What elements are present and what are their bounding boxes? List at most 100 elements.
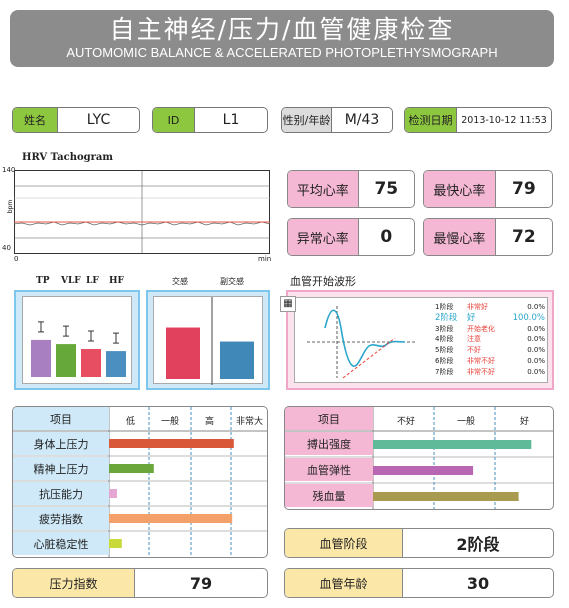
hrv-bar-panel xyxy=(14,290,140,390)
id-value: L1 xyxy=(222,112,240,128)
sympathetic-bar xyxy=(166,327,200,379)
stage-percent: 0.0% xyxy=(527,303,545,311)
tachogram-xmin: 0 xyxy=(14,255,19,263)
stage-label: 3阶段 xyxy=(435,324,454,333)
stage-row-7: 7阶段 非常不好 0.0% xyxy=(435,367,545,378)
date-label: 检测日期 xyxy=(405,108,457,132)
bar-label-vlf: VLF xyxy=(61,276,81,286)
name-box: 姓名 LYC xyxy=(12,107,140,133)
hrv-bar-0 xyxy=(31,339,51,377)
parasympathetic-bar xyxy=(220,341,254,379)
waveform-title: 血管开始波形 xyxy=(290,275,356,288)
vessel-row-label-1: 血管弹性 xyxy=(285,458,373,481)
stress-bar-2 xyxy=(109,489,117,498)
stage-percent: 0.0% xyxy=(527,356,545,365)
min-heart-rate-label: 最慢心率 xyxy=(424,219,496,255)
stage-row-2: 2阶段好 100.0% xyxy=(435,313,545,324)
tachogram-ymax: 140 xyxy=(2,166,16,174)
stress-header-item: 项目 xyxy=(13,407,109,430)
stage-label: 5阶段 xyxy=(435,346,454,355)
min-heart-rate-value: 72 xyxy=(512,227,536,247)
tachogram-xunit: min xyxy=(258,255,272,263)
stress-row-label-0: 身体上压力 xyxy=(13,432,109,455)
stage-status: 开始老化 xyxy=(467,324,495,333)
sex-age-label: 性别/年龄 xyxy=(282,108,332,132)
stress-row-label-3: 疲劳指数 xyxy=(13,507,109,530)
waveform-panel: 1阶段 非常好 0.0% 2阶段好 100.0% 3阶段 开始老化 0.0% 4阶段 注意 0.0%… xyxy=(286,290,554,390)
name-label: 姓名 xyxy=(13,108,58,132)
stage-status: 非常不好 xyxy=(467,367,495,376)
tachogram-title: HRV Tachogram xyxy=(22,152,113,163)
vessel-stage-value: 2阶段 xyxy=(456,535,500,554)
min-heart-rate-box: 最慢心率 72 xyxy=(423,218,553,256)
stress-index-label: 压力指数 xyxy=(13,569,135,597)
vessel-age-box: 血管年龄 30 xyxy=(284,568,554,598)
stage-row-5: 5阶段 不好 0.0% xyxy=(435,345,545,356)
id-box: ID L1 xyxy=(152,107,268,133)
hrv-bar-3 xyxy=(106,351,126,377)
vessel-stage-box: 血管阶段 2阶段 xyxy=(284,528,554,558)
stress-bar-3 xyxy=(109,514,233,523)
waveform-curve xyxy=(307,306,415,379)
ans-panel xyxy=(146,290,270,390)
vessel-bar-1 xyxy=(373,466,474,475)
stress-row-label-1: 精神上压力 xyxy=(13,457,109,480)
vessel-level-good: 好 xyxy=(520,417,530,427)
tachogram-plot xyxy=(14,170,270,254)
report-title: 自主神经/压力/血管健康检查 xyxy=(109,15,455,44)
stage-percent: 0.0% xyxy=(527,346,545,355)
stage-percent: 0.0% xyxy=(527,324,545,333)
grid-icon[interactable]: ▦ xyxy=(280,296,296,312)
report-subtitle: AUTOMOMIC BALANCE & ACCELERATED PHOTOPLE… xyxy=(66,45,498,60)
vessel-level-bad: 不好 xyxy=(397,417,416,427)
stress-row-label-2: 抗压能力 xyxy=(13,482,109,505)
stage-status: 不好 xyxy=(467,346,481,355)
max-heart-rate-box: 最快心率 79 xyxy=(423,170,553,208)
report-header: 自主神经/压力/血管健康检查 AUTOMOMIC BALANCE & ACCEL… xyxy=(10,10,554,67)
stage-row-6: 6阶段 非常不好 0.0% xyxy=(435,356,545,367)
stress-level-normal: 一般 xyxy=(161,417,180,427)
stress-index-box: 压力指数 79 xyxy=(12,568,268,598)
date-box: 检测日期 2013-10-12 11:53 xyxy=(404,107,552,133)
stage-label: 4阶段 xyxy=(435,335,454,344)
stress-index-value: 79 xyxy=(189,573,213,593)
stress-row-label-4: 心脏稳定性 xyxy=(13,532,109,555)
date-value: 2013-10-12 11:53 xyxy=(461,114,547,126)
max-heart-rate-value: 79 xyxy=(512,179,536,199)
abnormal-heart-rate-value: 0 xyxy=(380,227,393,247)
stage-label: 6阶段 xyxy=(435,356,454,365)
stage-list: 1阶段 非常好 0.0% 2阶段好 100.0% 3阶段 开始老化 0.0% 4阶段 注意 0.0%… xyxy=(435,302,545,378)
vessel-age-label: 血管年龄 xyxy=(285,569,403,597)
vessel-grid xyxy=(285,407,553,509)
sex-age-box: 性别/年龄 M/43 xyxy=(281,107,393,133)
name-value: LYC xyxy=(86,112,111,128)
id-label: ID xyxy=(153,108,195,132)
vessel-table: 项目 不好 一般 好 搏出强度 血管弹性 残血量 xyxy=(284,406,554,510)
abnormal-heart-rate-label: 异常心率 xyxy=(288,219,359,255)
stress-bar-4 xyxy=(109,539,122,548)
vessel-bar-2 xyxy=(373,492,519,501)
stage-row-1: 1阶段 非常好 0.0% xyxy=(435,302,545,313)
stage-label: 1阶段 xyxy=(435,303,454,311)
parasympathetic-label: 副交感 xyxy=(220,277,244,286)
vessel-age-value: 30 xyxy=(466,573,490,593)
abnormal-heart-rate-box: 异常心率 0 xyxy=(287,218,415,256)
tachogram-ymin: 40 xyxy=(2,244,11,252)
stage-status: 注意 xyxy=(467,335,481,344)
avg-heart-rate-label: 平均心率 xyxy=(288,171,359,207)
waveform-plot: 1阶段 非常好 0.0% 2阶段好 100.0% 3阶段 开始老化 0.0% 4阶段 注意 0.0%… xyxy=(294,297,548,383)
stress-bar-1 xyxy=(109,464,154,473)
stage-label: 7阶段 xyxy=(435,367,454,376)
ans-bar-chart xyxy=(166,297,254,385)
hrv-bar-plot xyxy=(22,296,132,384)
bar-label-tp: TP xyxy=(36,276,50,286)
vessel-bar-0 xyxy=(373,440,532,449)
ans-plot xyxy=(153,296,263,385)
stress-level-very-high: 非常大 xyxy=(236,417,264,427)
vessel-stage-label: 血管阶段 xyxy=(285,529,403,557)
bar-label-hf: HF xyxy=(109,276,124,286)
stress-level-high: 高 xyxy=(205,417,215,427)
stress-level-low: 低 xyxy=(126,417,136,427)
stage-row-3: 3阶段 开始老化 0.0% xyxy=(435,324,545,335)
avg-heart-rate-box: 平均心率 75 xyxy=(287,170,415,208)
